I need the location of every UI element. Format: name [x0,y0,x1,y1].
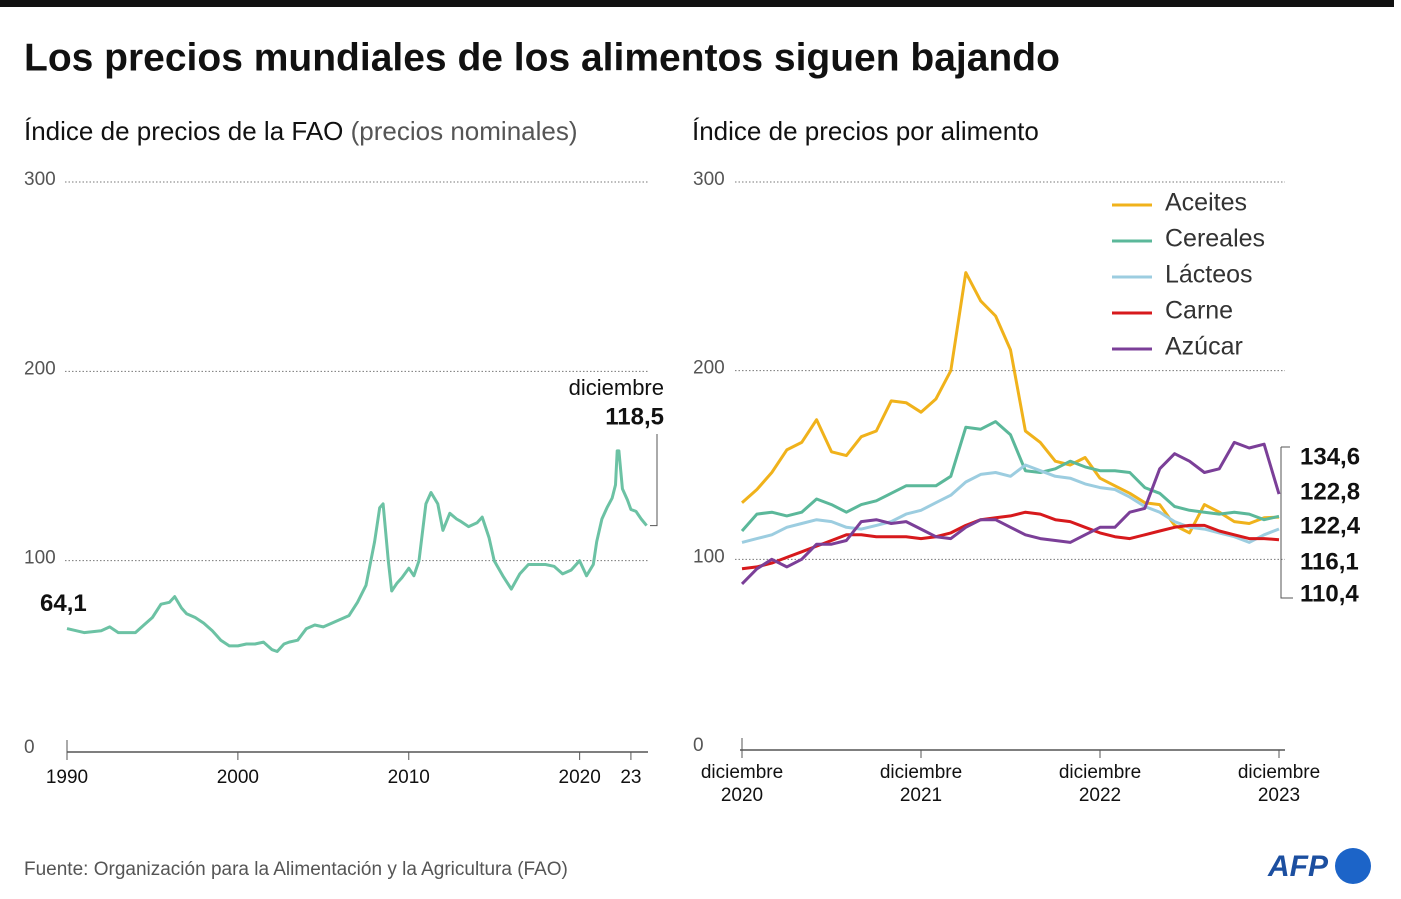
x-tick-label: 2010 [388,767,430,788]
x-tick-label: diciembre 2020 [701,762,783,806]
y-tick-label: 0 [693,735,704,756]
subtitle-note: (precios nominales) [351,116,578,146]
y-tick-label: 300 [24,169,56,190]
label-bracket [1280,446,1293,599]
subtitle-main: Índice de precios de la FAO [24,116,343,146]
x-tick-label-line: diciembre [1059,762,1141,783]
x-tick-label-line: 2023 [1258,785,1300,806]
y-tick-label: 300 [693,169,725,190]
value-label: 122,8 [1300,478,1360,505]
source: Fuente: Organización para la Alimentació… [24,859,568,880]
legend-label: Cereales [1165,225,1265,253]
legend-label: Lácteos [1165,261,1253,289]
annotation: diciembre [569,375,664,400]
legend-label: Carne [1165,297,1233,325]
value-label: 122,4 [1300,512,1361,539]
series-line [741,271,1280,535]
value-label: 134,6 [1300,443,1360,470]
leader-line [650,434,658,527]
x-tick-label-line: 2021 [900,785,942,806]
x-tick-label: 1990 [46,767,88,788]
x-tick-label-line: diciembre [880,762,962,783]
logo: AFP [1267,850,1329,883]
x-tick-label-line: diciembre [1238,762,1320,783]
logo-dot [1335,848,1371,884]
x-tick-label-line: 2020 [721,785,763,806]
x-tick-label-line: diciembre [701,762,783,783]
x-tick-label-line: 2022 [1079,785,1121,806]
x-tick-label: diciembre 2021 [880,762,962,806]
y-tick-label: 200 [24,358,56,379]
x-tick-label: diciembre 2022 [1059,762,1141,806]
value-label: 116,1 [1300,548,1359,575]
value-label: 64,1 [40,590,87,617]
legend-label: Aceites [1165,189,1247,217]
title: Los precios mundiales de los alimentos s… [24,36,1060,79]
value-label: 118,5 [605,403,664,430]
subtitle: Índice de precios de la FAO (precios nom… [24,116,578,146]
value-label: 110,4 [1300,580,1359,607]
y-tick-label: 100 [24,548,56,569]
y-tick-label: 200 [693,358,725,379]
x-tick-label: diciembre 2023 [1238,762,1320,806]
subtitle: Índice de precios por alimento [692,116,1039,146]
y-tick-label: 100 [693,546,725,567]
y-tick-label: 0 [24,737,35,758]
series-line [740,420,1280,532]
x-tick-label: 2000 [217,767,259,788]
series-line [66,449,648,653]
top-bar [0,0,1394,7]
series-line [741,463,1280,544]
x-tick-label: 23 [620,767,641,788]
x-tick-label: 2020 [559,767,601,788]
series-line [741,510,1280,571]
legend-label: Azúcar [1165,333,1243,361]
series-line [740,440,1281,585]
